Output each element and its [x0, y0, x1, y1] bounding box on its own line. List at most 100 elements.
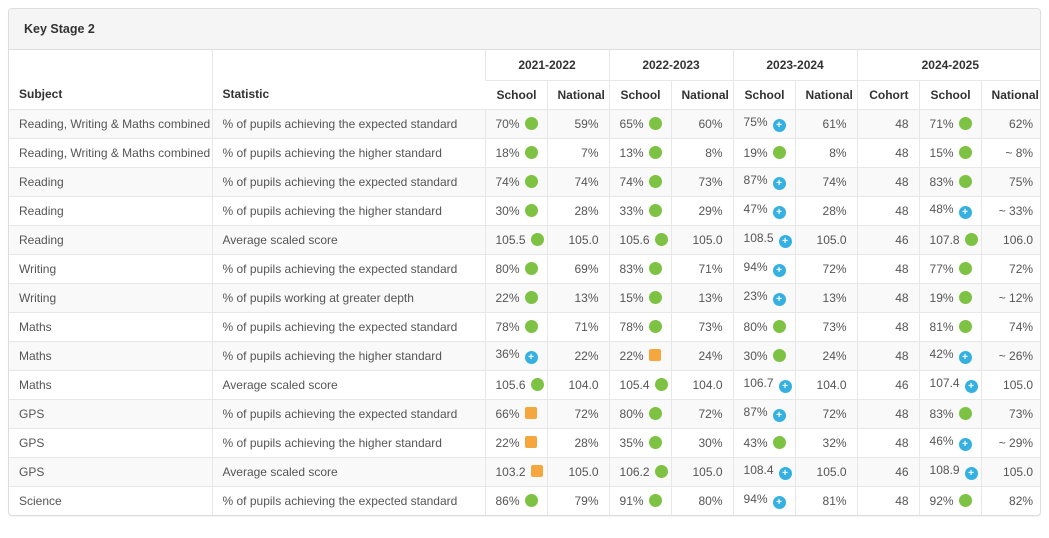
blue-plus-circle-icon: + [778, 467, 792, 480]
statistic-cell: % of pupils achieving the higher standar… [211, 428, 485, 457]
table-row: Reading, Writing & Maths combined% of pu… [9, 138, 1040, 167]
statistic-cell: Average scaled score [211, 370, 485, 399]
cell-value: 105.0 [568, 232, 599, 247]
col-header-2023-24-school: School [732, 80, 796, 109]
cell-value: 46% [929, 434, 954, 448]
table-row: Reading, Writing & Maths combined% of pu… [9, 109, 1040, 138]
cell-2024-25-cohort: 48 [856, 283, 920, 312]
cell-2023-24-school: 94% + [732, 486, 796, 515]
col-header-2022-23-school: School [608, 80, 672, 109]
green-circle-icon [958, 174, 972, 188]
cell-value: 48 [895, 319, 909, 334]
cell-value: 19% [929, 290, 954, 305]
cell-2024-25-school: 107.4 + [918, 370, 982, 399]
cell-value: 74% [822, 174, 847, 189]
green-circle-icon [654, 232, 668, 246]
green-circle-icon [648, 116, 662, 130]
cell-value: 18% [495, 145, 520, 160]
cell-value: 7% [581, 145, 599, 160]
green-circle-icon [648, 435, 662, 449]
cell-2023-24-national: 105.0 [794, 225, 858, 254]
cell-2021-22-national: 22% [546, 341, 610, 370]
cell-2021-22-school: 105.5 [484, 225, 547, 254]
cell-value: 19% [743, 145, 768, 160]
cell-value: 74% [1009, 319, 1034, 334]
cell-value: 48 [895, 290, 909, 305]
year-header-2022-2023: 2022-2023 [608, 50, 734, 81]
cell-2024-25-cohort: 46 [856, 457, 920, 486]
blue-plus-circle-icon: + [958, 206, 972, 219]
cell-2024-25-national: 74% [980, 312, 1040, 341]
cell-2024-25-school: 71% [918, 109, 982, 138]
green-circle-icon [524, 261, 538, 275]
subject-column-header: Subject [19, 86, 63, 101]
cell-2024-25-national: 72% [980, 254, 1040, 283]
cell-value: 108.4 [743, 463, 774, 477]
cell-value: 104.0 [568, 377, 599, 392]
cell-2024-25-cohort: 48 [856, 196, 920, 225]
cell-2023-24-school: 23% + [732, 283, 796, 312]
statistic-cell: % of pupils achieving the expected stand… [211, 399, 485, 428]
cell-value: 72% [822, 406, 847, 421]
col-header-2024-25-school: School [918, 80, 982, 109]
cell-value: 75% [1009, 174, 1034, 189]
cell-2021-22-national: 28% [546, 196, 610, 225]
cell-2023-24-national: 8% [794, 138, 858, 167]
cell-value: 48 [895, 145, 909, 160]
col-header-2022-23-national: National [670, 80, 734, 109]
cell-2024-25-school: 92% [918, 486, 982, 515]
cell-2023-24-school: 30% [732, 341, 796, 370]
cell-2023-24-national: 72% [794, 399, 858, 428]
col-header-2024-25-cohort: Cohort [856, 80, 920, 109]
cell-value: 47% [743, 202, 768, 216]
cell-value: 105.6 [495, 377, 526, 392]
green-circle-icon [530, 232, 544, 246]
statistic-cell: % of pupils achieving the expected stand… [211, 109, 485, 138]
cell-2022-23-national: 72% [670, 399, 734, 428]
cell-2021-22-school: 30% [484, 196, 547, 225]
cell-value: 48% [929, 202, 954, 216]
cell-2022-23-national: 24% [670, 341, 734, 370]
blue-plus-circle-icon: + [964, 380, 978, 393]
cell-2022-23-national: 30% [670, 428, 734, 457]
cell-2022-23-school: 22% [608, 341, 672, 370]
subject-cell: Reading [19, 203, 64, 218]
cell-2021-22-national: 7% [546, 138, 610, 167]
blue-plus-circle-icon: + [964, 467, 978, 480]
statistic-cell: Average scaled score [211, 225, 485, 254]
subject-cell: GPS [19, 464, 45, 479]
statistic-cell: % of pupils achieving the expected stand… [211, 486, 485, 515]
cell-value: 24% [822, 348, 847, 363]
statistic-cell: % of pupils working at greater depth [211, 283, 485, 312]
cell-2024-25-cohort: 48 [856, 254, 920, 283]
cell-value: 71% [574, 319, 599, 334]
cell-2024-25-school: 46% + [918, 428, 982, 457]
cell-value: 94% [743, 492, 768, 507]
cell-value: 71% [929, 116, 954, 131]
cell-2024-25-national: 73% [980, 399, 1040, 428]
cell-2024-25-national: ~ 8% [980, 138, 1040, 167]
cell-value: 83% [619, 261, 644, 276]
cell-value: 105.0 [1003, 464, 1034, 479]
subject-cell: GPS [19, 435, 45, 450]
cell-value: 73% [698, 174, 723, 189]
cell-2022-23-national: 73% [670, 312, 734, 341]
table-row: Maths Average scaled score 105.6 104.0 105.4… [9, 370, 1040, 399]
cell-2022-23-school: 13% [608, 138, 672, 167]
cell-2024-25-school: 83% [918, 167, 982, 196]
subject-cell: Writing [19, 261, 57, 276]
table-row: GPS % of pupils achieving the expected st… [9, 399, 1040, 428]
cell-value: 81% [822, 493, 847, 508]
green-circle-icon [524, 203, 538, 217]
cell-value: 48 [895, 435, 909, 450]
cell-value: 46 [895, 464, 909, 479]
cell-2021-22-national: 105.0 [546, 457, 610, 486]
green-circle-icon [958, 145, 972, 159]
cell-2022-23-national: 105.0 [670, 225, 734, 254]
cell-2024-25-national: ~ 26% [980, 341, 1040, 370]
statistic-cell: % of pupils achieving the expected stand… [211, 254, 485, 283]
cell-2024-25-school: 107.8 [918, 225, 982, 254]
cell-2023-24-school: 108.5 + [732, 225, 796, 254]
cell-value: 72% [1009, 261, 1034, 276]
subject-cell: Reading [19, 232, 64, 247]
